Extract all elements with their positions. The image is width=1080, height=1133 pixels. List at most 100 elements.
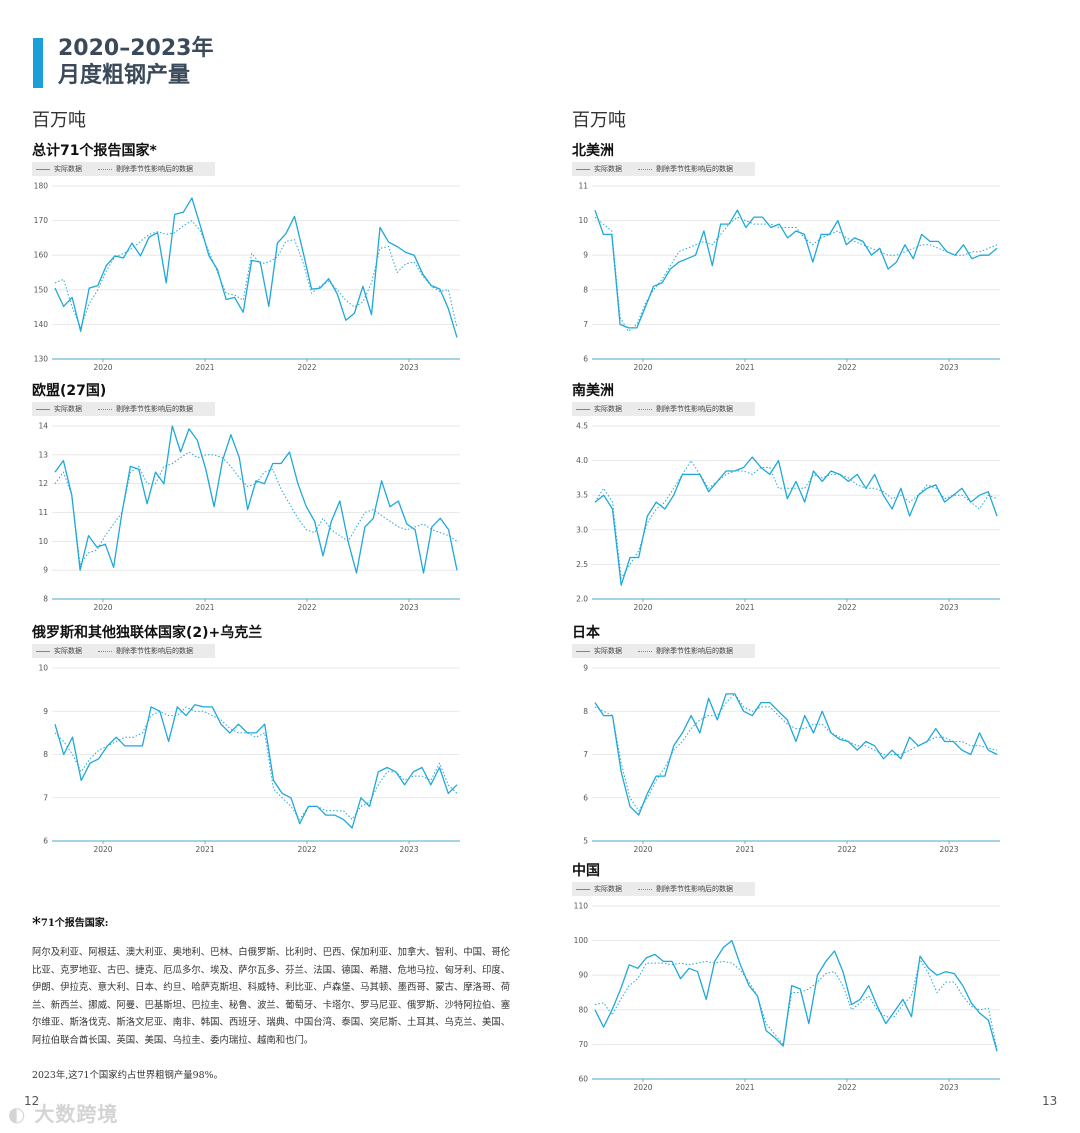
legend-swatch (36, 650, 50, 652)
legend-entry: 剔除季节性影响后的数据 (638, 164, 733, 174)
legend-swatch (576, 888, 590, 890)
legend-label: 剔除季节性影响后的数据 (116, 405, 193, 413)
legend-entry: 实际数据 (36, 404, 82, 414)
y-tick-label: 180 (34, 182, 49, 191)
legend-label: 实际数据 (54, 165, 82, 173)
y-tick-label: 10 (38, 537, 48, 546)
legend-swatch (576, 650, 590, 652)
legend-entry: 实际数据 (36, 164, 82, 174)
legend-swatch (638, 888, 652, 890)
chart-plot: 8 9 10 11 12 13 14 2020 2021 2022 2023 (38, 422, 460, 612)
x-tick-label: 2020 (93, 603, 112, 612)
x-tick-label: 2023 (399, 845, 418, 854)
chart-legend: 实际数据 剔除季节性影响后的数据 (32, 402, 215, 416)
y-tick-label: 9 (583, 251, 588, 260)
page-number-right: 13 (1042, 1094, 1058, 1108)
legend-swatch (638, 168, 652, 170)
x-tick-label: 2023 (939, 845, 958, 854)
y-tick-label: 4.5 (576, 422, 588, 431)
x-tick-label: 2022 (837, 845, 856, 854)
x-tick-label: 2023 (939, 603, 958, 612)
y-tick-label: 150 (34, 285, 49, 294)
chart-title: 日本 (572, 625, 600, 641)
legend-entry: 实际数据 (576, 404, 622, 414)
legend-swatch (576, 168, 590, 170)
legend-label: 剔除季节性影响后的数据 (656, 165, 733, 173)
y-tick-label: 100 (574, 936, 589, 945)
x-tick-label: 2022 (837, 363, 856, 372)
legend-swatch (98, 408, 112, 410)
series-line-actual (54, 704, 458, 829)
y-tick-label: 6 (583, 355, 588, 364)
y-tick-label: 80 (578, 1005, 588, 1014)
chart-legend: 实际数据 剔除季节性影响后的数据 (572, 162, 755, 176)
series-line-actual (594, 693, 998, 816)
x-tick-label: 2021 (195, 603, 214, 612)
x-tick-label: 2020 (93, 363, 112, 372)
legend-label: 剔除季节性影响后的数据 (656, 647, 733, 655)
y-tick-label: 6 (583, 793, 588, 802)
series-line-seasonally-adjusted (594, 693, 998, 812)
x-tick-label: 2023 (399, 603, 418, 612)
chart-legend: 实际数据 剔除季节性影响后的数据 (32, 644, 215, 658)
y-tick-label: 9 (583, 664, 588, 673)
legend-swatch (36, 168, 50, 170)
y-tick-label: 8 (43, 595, 48, 604)
legend-entry: 剔除季节性影响后的数据 (638, 646, 733, 656)
x-tick-label: 2022 (837, 603, 856, 612)
chart-legend: 实际数据 剔除季节性影响后的数据 (572, 402, 755, 416)
legend-entry: 实际数据 (576, 646, 622, 656)
legend-swatch (638, 408, 652, 410)
y-tick-label: 9 (43, 707, 48, 716)
footnote-note: 2023年,这71个国家约占世界粗钢产量98%。 (32, 1070, 223, 1081)
chart-title: 总计71个报告国家* (32, 143, 157, 159)
x-tick-label: 2021 (735, 845, 754, 854)
legend-label: 实际数据 (594, 647, 622, 655)
y-tick-label: 3.0 (576, 525, 588, 534)
x-tick-label: 2023 (399, 363, 418, 372)
series-line-seasonally-adjusted (54, 220, 458, 329)
chart-plot: 6 7 8 9 10 2020 2021 2022 2023 (38, 664, 460, 854)
unit-label-right: 百万吨 (572, 110, 626, 131)
y-tick-label: 6 (43, 837, 48, 846)
series-line-actual (594, 939, 998, 1052)
chart-legend: 实际数据 剔除季节性影响后的数据 (572, 882, 755, 896)
y-tick-label: 90 (578, 971, 588, 980)
x-tick-label: 2021 (195, 363, 214, 372)
legend-swatch (98, 650, 112, 652)
page-title-line2: 月度粗钢产量 (58, 63, 191, 88)
x-tick-label: 2021 (735, 1083, 754, 1092)
chart-plot: 130 140 150 160 170 180 2020 2021 2022 2023 (34, 182, 460, 372)
y-tick-label: 2.5 (576, 560, 588, 569)
y-tick-label: 130 (34, 355, 49, 364)
y-tick-label: 70 (578, 1040, 588, 1049)
chart-title: 俄罗斯和其他独联体国家(2)+乌克兰 (32, 625, 263, 641)
page-title-line1: 2020–2023年 (58, 36, 214, 61)
footnote: *71个报告国家: 阿尔及利亚、阿根廷、澳大利亚、奥地利、巴林、白俄罗斯、比利时… (32, 914, 517, 1081)
legend-entry: 剔除季节性影响后的数据 (98, 646, 193, 656)
series-line-actual (54, 197, 458, 338)
series-line-seasonally-adjusted (594, 959, 998, 1050)
legend-label: 实际数据 (54, 647, 82, 655)
series-line-seasonally-adjusted (54, 706, 458, 820)
chart-title: 南美洲 (572, 383, 614, 399)
title-accent-bar (33, 38, 43, 88)
x-tick-label: 2020 (633, 1083, 652, 1092)
y-tick-label: 9 (43, 566, 48, 575)
legend-swatch (98, 168, 112, 170)
legend-label: 实际数据 (54, 405, 82, 413)
y-tick-label: 13 (38, 450, 48, 459)
y-tick-label: 8 (43, 750, 48, 759)
x-tick-label: 2022 (837, 1083, 856, 1092)
x-tick-label: 2022 (297, 603, 316, 612)
y-tick-label: 60 (578, 1075, 588, 1084)
y-tick-label: 10 (38, 664, 48, 673)
x-tick-label: 2020 (633, 845, 652, 854)
legend-entry: 剔除季节性影响后的数据 (638, 884, 733, 894)
x-tick-label: 2022 (297, 363, 316, 372)
x-tick-label: 2020 (633, 603, 652, 612)
legend-entry: 实际数据 (576, 164, 622, 174)
x-tick-label: 2021 (735, 603, 754, 612)
x-tick-label: 2021 (735, 363, 754, 372)
y-tick-label: 2.0 (576, 595, 588, 604)
